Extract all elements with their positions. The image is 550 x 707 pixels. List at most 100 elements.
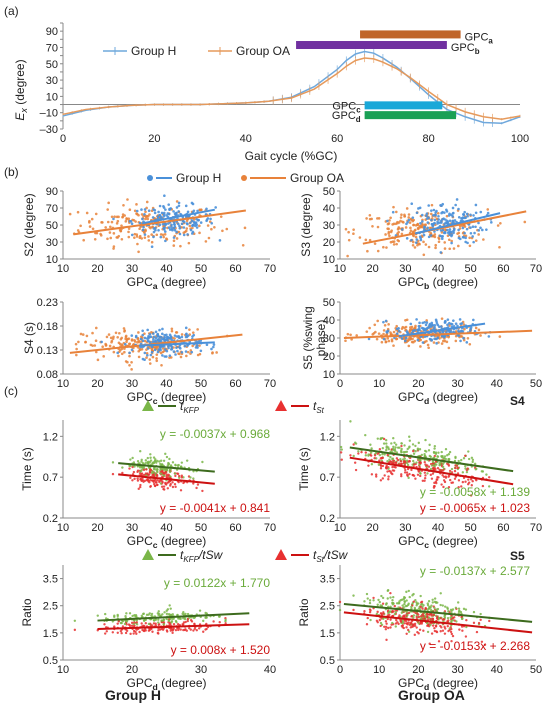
x-axis-title: GPCc (degree) [127,534,207,550]
point-h [427,235,431,239]
point-tkfp [479,612,482,616]
point-tkfp [352,454,355,458]
point-tst [205,622,208,626]
x-tick-label: 30 [126,522,138,534]
x-tick-label: 40 [432,263,444,275]
point-tkfp [448,450,452,454]
fit-line-tst [349,456,514,486]
point-tst [378,459,381,462]
point-oa [399,216,403,219]
point-tkfp [464,467,467,470]
point-h [178,226,182,230]
point-tkfp [467,450,470,453]
point-oa [117,354,120,358]
point-oa [104,344,108,347]
point-tkfp [155,469,159,473]
y-tick-label: 0.2 [320,513,335,525]
point-h [170,225,173,229]
point-tst [449,478,452,482]
point-tkfp [379,621,383,625]
point-oa [144,210,147,214]
point-tst [384,625,388,629]
point-tkfp [156,459,159,463]
point-tst [338,600,342,604]
point-tst [378,618,382,622]
point-oa [112,350,116,354]
point-oa [424,243,428,246]
point-tkfp [119,621,123,625]
point-oa [144,215,148,219]
point-tst [162,487,165,491]
point-tst [161,481,164,484]
point-tkfp [175,620,178,624]
point-tst [412,600,416,603]
point-oa [346,254,349,258]
point-oa [387,339,391,343]
point-h [438,325,441,329]
point-oa [443,247,447,250]
point-tst [193,627,197,631]
gpc-bar-label-c: GPCc [332,100,361,114]
point-tst [376,610,379,614]
point-tst [439,624,442,628]
point-oa [186,350,190,354]
point-tkfp [391,457,395,460]
point-tst [176,626,179,630]
point-tst [354,468,358,472]
y-tick-label: 10 [46,91,58,103]
point-oa [175,200,179,203]
point-oa [163,233,167,236]
point-tst [456,466,460,470]
point-h [175,230,178,234]
point-h [435,322,439,325]
point-tkfp [168,457,171,461]
point-tst [381,477,385,480]
x-tick-label: 100 [511,133,529,145]
point-oa [434,243,438,247]
point-tkfp [385,446,388,449]
point-tkfp [145,613,149,617]
point-oa [179,244,182,248]
x-axis-title: GPCc (degree) [127,390,207,406]
point-tkfp [415,461,418,464]
point-tkfp [381,596,385,600]
point-tkfp [150,612,154,616]
point-tst [432,468,436,471]
point-h [159,235,163,239]
y-axis-title: S4 (s) [22,322,36,354]
point-tkfp [386,589,390,593]
point-tst [212,620,215,623]
point-h [152,230,156,234]
point-tst [136,477,139,480]
point-tst [369,454,373,457]
point-tst [224,622,227,625]
point-h [172,210,175,213]
point-oa [447,238,451,242]
point-oa [433,235,437,239]
fit-line-oa [69,333,243,354]
point-h [419,222,422,225]
point-oa [482,238,485,241]
point-oa [101,221,104,224]
point-h [159,347,162,351]
point-h [452,319,455,322]
point-tkfp [432,456,436,459]
point-tkfp [427,449,431,452]
point-tst [405,632,408,635]
point-h [152,335,156,339]
point-tkfp [169,464,173,467]
point-tst [370,473,374,476]
point-h [160,211,164,215]
point-oa [392,330,396,334]
point-oa [344,339,347,343]
point-tkfp [382,617,385,620]
point-h [196,209,199,213]
point-tst [140,473,143,476]
point-tst [157,623,160,627]
x-tick-label: 40 [160,522,172,534]
legend-triangle [275,549,287,560]
point-h [415,211,419,215]
point-h [449,329,453,333]
point-tkfp [148,612,151,615]
point-tkfp [179,465,183,468]
